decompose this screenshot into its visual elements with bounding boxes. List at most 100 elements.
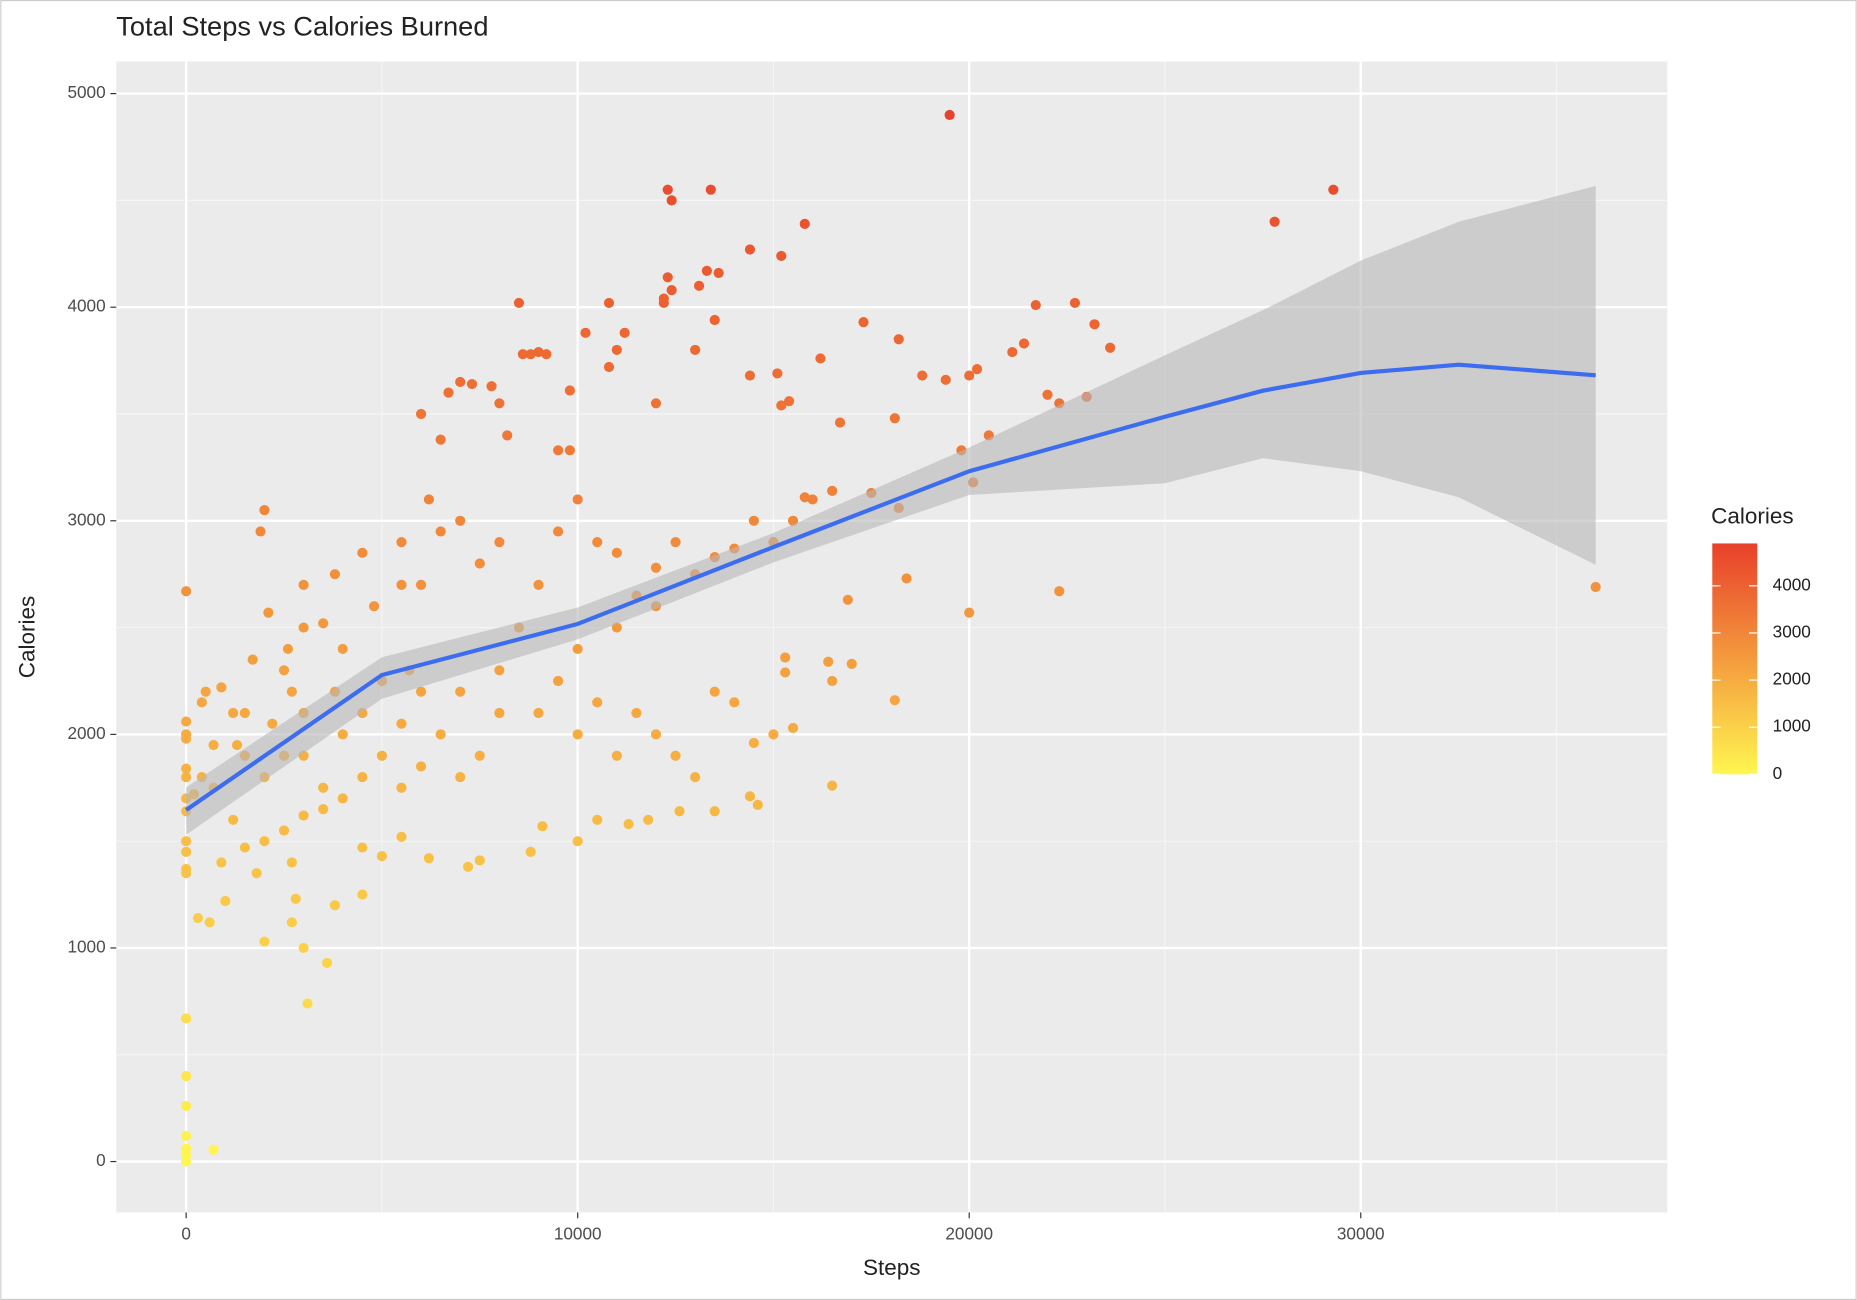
point: [827, 675, 838, 687]
point: [376, 750, 388, 761]
point: [181, 733, 192, 744]
point: [208, 739, 219, 751]
point: [603, 361, 615, 373]
point: [1105, 342, 1116, 353]
point: [455, 376, 466, 388]
y-tick-label: 3000: [67, 509, 105, 529]
point: [368, 601, 380, 612]
point: [901, 573, 912, 584]
point: [443, 387, 454, 398]
point: [278, 665, 290, 676]
point: [286, 857, 297, 868]
x-tick-label: 20000: [945, 1223, 993, 1243]
point: [423, 853, 434, 864]
point: [231, 739, 243, 751]
point: [541, 349, 552, 360]
point: [964, 370, 975, 381]
point: [666, 195, 677, 206]
point: [776, 400, 787, 411]
point: [357, 889, 368, 900]
point: [200, 686, 211, 697]
point: [455, 515, 466, 526]
point: [302, 998, 313, 1009]
point: [216, 857, 227, 868]
point: [462, 861, 474, 872]
point: [435, 526, 446, 537]
point: [643, 814, 654, 825]
point: [286, 686, 297, 697]
x-tick-label: 30000: [1337, 1223, 1385, 1243]
legend-tick-label: 2000: [1773, 669, 1811, 689]
point: [1018, 338, 1030, 349]
point: [181, 1156, 192, 1167]
point: [744, 791, 756, 802]
legend-tick-label: 3000: [1773, 621, 1811, 641]
point: [255, 526, 266, 537]
y-tick-label: 2000: [67, 723, 105, 743]
point: [533, 707, 544, 719]
point: [435, 729, 446, 740]
point: [298, 942, 309, 954]
point: [752, 799, 763, 810]
point: [592, 537, 603, 548]
point: [415, 408, 427, 420]
point: [553, 675, 564, 687]
point: [181, 1130, 192, 1142]
point: [650, 398, 662, 409]
y-tick-label: 4000: [67, 296, 105, 316]
point: [611, 750, 622, 761]
point: [780, 652, 791, 663]
point: [592, 814, 603, 825]
point: [537, 821, 548, 832]
point: [917, 370, 928, 381]
point: [572, 643, 583, 655]
point: [650, 562, 662, 573]
point: [494, 398, 505, 409]
point: [768, 729, 779, 740]
point: [893, 334, 904, 345]
point: [259, 505, 270, 516]
point: [337, 729, 348, 740]
point: [1007, 346, 1018, 358]
point: [513, 297, 525, 309]
point: [533, 346, 544, 358]
point: [611, 622, 622, 633]
point: [744, 370, 756, 381]
point: [396, 831, 407, 842]
point: [486, 381, 497, 392]
point: [259, 836, 270, 847]
point: [670, 537, 681, 548]
point: [263, 607, 274, 618]
point: [329, 900, 341, 911]
point: [666, 285, 677, 296]
point: [709, 806, 720, 817]
point: [815, 353, 826, 364]
point: [713, 267, 724, 279]
point: [611, 344, 622, 356]
point: [494, 665, 505, 676]
point: [744, 244, 756, 255]
point: [239, 707, 250, 719]
point: [658, 293, 669, 304]
point: [858, 317, 869, 328]
point: [940, 374, 951, 385]
point: [259, 936, 270, 947]
point: [181, 771, 192, 783]
point: [267, 718, 278, 729]
point: [580, 327, 591, 338]
point: [662, 184, 673, 195]
point: [690, 771, 701, 783]
point: [772, 368, 783, 379]
point: [964, 607, 975, 618]
point: [396, 579, 407, 590]
chart-title: Total Steps vs Calories Burned: [116, 11, 488, 42]
point: [220, 895, 231, 907]
point: [533, 579, 544, 590]
point: [247, 654, 258, 665]
point: [228, 814, 239, 825]
point: [216, 682, 227, 693]
point: [807, 494, 818, 505]
point: [181, 1013, 192, 1024]
point: [748, 737, 759, 749]
